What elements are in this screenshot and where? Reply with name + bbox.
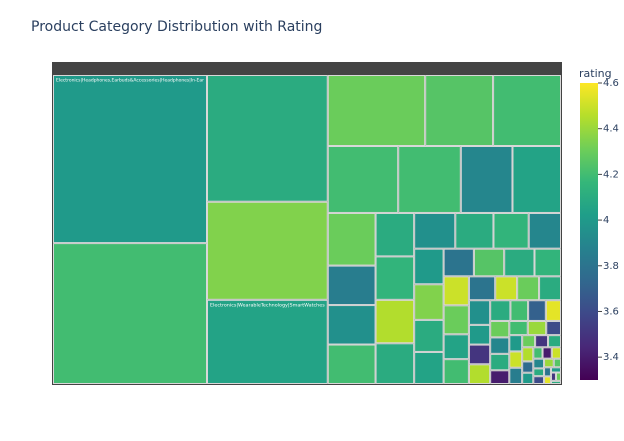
tile xyxy=(327,344,376,385)
tile xyxy=(534,248,562,277)
colorbar-tick-label: 4.4 xyxy=(603,124,619,135)
tile xyxy=(544,358,554,368)
tile xyxy=(533,358,545,369)
tile xyxy=(528,212,562,249)
tile xyxy=(522,347,534,362)
colorbar-tick-label: 3.6 xyxy=(603,306,619,317)
tile-label: Electronics|WearableTechnology|SmartWatc… xyxy=(210,302,325,308)
tile xyxy=(544,376,551,384)
tile xyxy=(542,347,552,359)
tile xyxy=(490,353,510,371)
tile xyxy=(425,75,494,147)
tile xyxy=(473,248,505,277)
tile xyxy=(533,347,543,359)
tile xyxy=(207,75,328,202)
tile xyxy=(546,320,562,336)
tile-label: Electronics|Headphones,Earbuds&Accessori… xyxy=(56,78,204,84)
tile xyxy=(544,367,551,377)
tile xyxy=(398,146,461,213)
tile xyxy=(468,324,491,345)
tile xyxy=(207,299,328,384)
tile xyxy=(414,351,444,384)
colorbar-tick-label: 4 xyxy=(603,215,609,226)
tile xyxy=(512,146,561,213)
tile xyxy=(550,372,556,381)
tile xyxy=(533,368,545,377)
tile xyxy=(414,248,444,285)
tile xyxy=(490,320,510,338)
tile xyxy=(522,372,534,385)
tile xyxy=(443,334,469,360)
tile xyxy=(509,335,523,352)
tile xyxy=(493,212,529,249)
tile xyxy=(375,343,415,385)
tile xyxy=(414,319,444,352)
tile xyxy=(517,276,540,301)
tile xyxy=(207,201,328,300)
tile xyxy=(548,335,562,348)
chart-title: Product Category Distribution with Ratin… xyxy=(31,19,322,35)
tile xyxy=(545,300,562,321)
tile xyxy=(495,276,518,301)
tile xyxy=(509,367,523,384)
tile xyxy=(327,265,376,306)
tile xyxy=(443,359,469,385)
tile xyxy=(327,305,376,345)
tile xyxy=(509,351,523,368)
tile xyxy=(468,276,496,301)
tile xyxy=(550,380,562,385)
tile xyxy=(443,248,474,277)
tile xyxy=(510,300,529,321)
tile xyxy=(414,212,456,249)
tile xyxy=(550,367,562,373)
colorbar-tick-label: 4.2 xyxy=(603,169,619,180)
colorbar-tick-label: 4.6 xyxy=(603,78,619,89)
tile xyxy=(527,320,547,336)
tile xyxy=(53,75,208,244)
tile xyxy=(455,212,494,249)
tile xyxy=(522,335,536,348)
tile xyxy=(504,248,535,277)
tile xyxy=(490,370,510,384)
tile xyxy=(490,300,511,321)
tile xyxy=(375,299,415,344)
tile xyxy=(533,376,545,384)
tile xyxy=(493,75,561,147)
tile xyxy=(375,256,415,300)
tile xyxy=(551,347,561,359)
tile xyxy=(490,337,510,354)
tile xyxy=(468,300,491,325)
colorbar-title: rating xyxy=(579,67,612,80)
tile xyxy=(53,243,208,384)
tile xyxy=(443,276,469,306)
tile xyxy=(555,372,561,381)
tile xyxy=(539,276,562,301)
tile xyxy=(528,300,546,321)
tile xyxy=(460,146,513,213)
tile xyxy=(414,284,444,320)
tile xyxy=(327,146,399,213)
tile xyxy=(553,358,562,368)
tile xyxy=(468,344,491,365)
tile xyxy=(468,364,491,385)
tile xyxy=(375,212,415,257)
tile xyxy=(509,320,528,336)
colorbar-tick-label: 3.8 xyxy=(603,261,619,272)
tile xyxy=(535,335,549,348)
colorbar xyxy=(580,83,598,380)
tile xyxy=(522,361,534,373)
tile xyxy=(327,75,426,147)
colorbar-tick-label: 3.4 xyxy=(603,352,619,363)
tile xyxy=(443,305,469,335)
tile xyxy=(327,212,376,266)
